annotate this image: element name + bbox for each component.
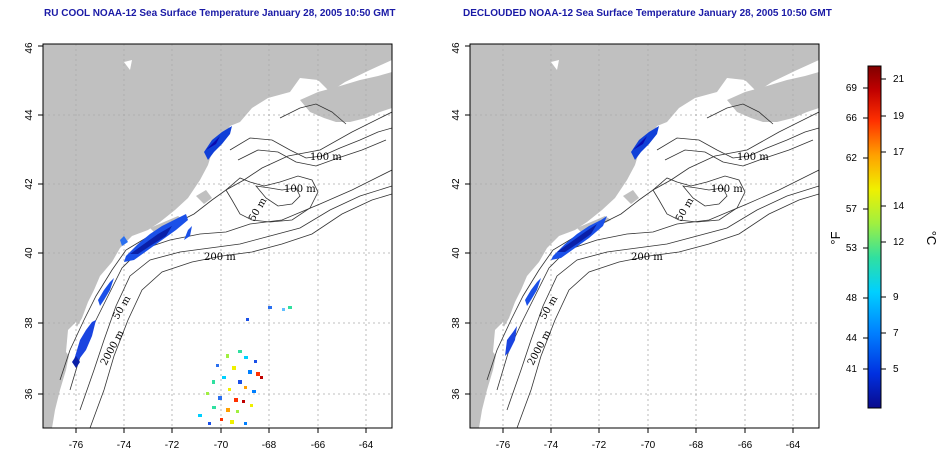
colorbar-c-tick: 9 <box>893 292 899 303</box>
colorbar-gradient <box>867 65 882 409</box>
left-lat-tick: 40 <box>24 247 35 259</box>
right-grid <box>470 44 819 428</box>
right-contours <box>486 103 819 428</box>
left-contours <box>59 103 392 428</box>
colorbar-fahrenheit-labels: 69 66 62 57 53 48 44 41 <box>846 83 858 375</box>
left-contour-label-100m-b: 100 m <box>284 184 316 195</box>
right-map-panel: 100 m 100 m 50 m 200 m 50 m 2000 m -76 -… <box>451 42 820 451</box>
right-land-nova-scotia <box>727 72 819 122</box>
right-lon-tick: -70 <box>641 440 656 451</box>
right-lon-tick: -74 <box>544 440 559 451</box>
colorbar-fahrenheit-unit: °F <box>828 231 843 244</box>
colorbar-f-tick: 41 <box>846 364 858 375</box>
left-contour-label-100m-a: 100 m <box>310 152 342 163</box>
left-lon-tick: -68 <box>262 440 277 451</box>
left-lat-tick: 42 <box>24 178 35 190</box>
left-contour-label-200m: 200 m <box>204 252 236 263</box>
left-lon-tick-labels: -76 -74 -72 -70 -68 -66 -64 <box>69 440 374 451</box>
right-lon-tick: -64 <box>786 440 801 451</box>
colorbar-c-tick: 19 <box>893 111 905 122</box>
left-lat-tick: 38 <box>24 317 35 329</box>
right-bay-of-fundy <box>695 102 725 116</box>
left-map-panel: 100 m 100 m 50 m 200 m 50 m 2000 m -76 -… <box>24 42 393 451</box>
left-lon-tick: -74 <box>117 440 132 451</box>
left-lat-tick: 36 <box>24 388 35 400</box>
colorbar-c-tick: 5 <box>893 364 899 375</box>
right-sst-data <box>505 126 659 356</box>
right-lon-tick: -72 <box>592 440 607 451</box>
right-land-cape-cod <box>623 190 639 204</box>
right-panel-title: DECLOUDED NOAA-12 Sea Surface Temperatur… <box>463 8 832 19</box>
colorbar-f-tick: 48 <box>846 293 858 304</box>
left-bay-of-fundy <box>268 102 298 116</box>
left-land-mainland <box>43 44 392 428</box>
colorbar-ticks <box>863 78 886 370</box>
right-lon-tick: -66 <box>738 440 753 451</box>
colorbar-f-tick: 62 <box>846 153 858 164</box>
colorbar-f-tick: 57 <box>846 204 858 215</box>
right-lat-tick: 38 <box>451 317 462 329</box>
left-plot-frame <box>42 43 393 429</box>
colorbar-c-tick: 12 <box>893 237 905 248</box>
right-land-mainland <box>470 44 819 428</box>
left-lon-tick: -70 <box>214 440 229 451</box>
colorbar-c-tick: 14 <box>893 201 905 212</box>
colorbar: 69 66 62 57 53 48 44 41 21 19 17 14 12 9… <box>828 65 939 409</box>
colorbar-f-tick: 44 <box>846 333 858 344</box>
right-contour-label-100m-a: 100 m <box>737 152 769 163</box>
right-lon-tick: -68 <box>689 440 704 451</box>
colorbar-c-tick: 17 <box>893 147 905 158</box>
colorbar-f-tick: 66 <box>846 113 858 124</box>
right-axis-ticks <box>465 45 794 433</box>
right-lat-tick: 40 <box>451 247 462 259</box>
colorbar-f-tick: 69 <box>846 83 858 94</box>
left-land-cape-cod <box>196 190 212 204</box>
left-lat-tick: 46 <box>24 42 35 54</box>
right-contour-label-200m: 200 m <box>631 252 663 263</box>
right-lon-tick-labels: -76 -74 -72 -70 -68 -66 -64 <box>496 440 801 451</box>
colorbar-celsius-unit: °C <box>924 231 939 246</box>
right-lat-tick: 44 <box>451 109 462 121</box>
right-plot-frame <box>469 43 820 429</box>
right-lake <box>551 60 559 70</box>
colorbar-c-tick: 7 <box>893 328 899 339</box>
right-lat-tick: 42 <box>451 178 462 190</box>
left-lat-tick-labels: 36 38 40 42 44 46 <box>24 42 35 400</box>
left-lon-tick: -72 <box>165 440 180 451</box>
right-lat-tick-labels: 36 38 40 42 44 46 <box>451 42 462 400</box>
right-lat-tick: 36 <box>451 388 462 400</box>
left-panel-title: RU COOL NOAA-12 Sea Surface Temperature … <box>44 8 396 19</box>
colorbar-f-tick: 53 <box>846 243 858 254</box>
left-sst-data <box>72 126 292 425</box>
right-lat-tick: 46 <box>451 42 462 54</box>
colorbar-celsius-labels: 21 19 17 14 12 9 7 5 <box>893 74 905 375</box>
left-lon-tick: -76 <box>69 440 84 451</box>
left-axis-ticks <box>38 45 367 433</box>
left-land-nova-scotia <box>300 72 392 122</box>
right-contour-label-100m-b: 100 m <box>711 184 743 195</box>
left-lake <box>124 60 132 70</box>
colorbar-c-tick: 21 <box>893 74 905 85</box>
right-lon-tick: -76 <box>496 440 511 451</box>
left-lon-tick: -64 <box>359 440 374 451</box>
left-lat-tick: 44 <box>24 109 35 121</box>
left-lon-tick: -66 <box>311 440 326 451</box>
